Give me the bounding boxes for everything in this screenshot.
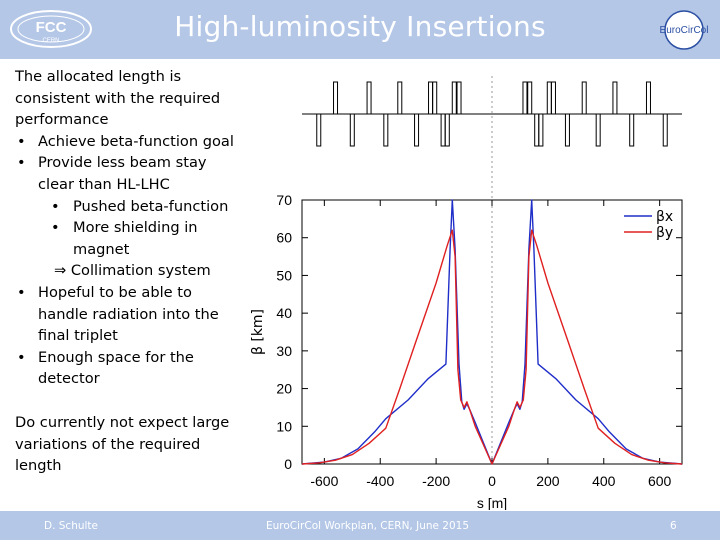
magnet-block xyxy=(414,113,420,147)
y-tick-label: 70 xyxy=(276,192,292,208)
x-tick-label: -600 xyxy=(310,473,338,489)
magnet-block xyxy=(456,81,462,115)
legend-label: βx xyxy=(656,209,673,225)
footer-author: D. Schulte xyxy=(44,520,99,532)
legend-label: βy xyxy=(656,225,673,241)
y-tick-label: 10 xyxy=(276,418,292,434)
x-tick-label: -400 xyxy=(366,473,394,489)
magnet-block xyxy=(612,81,618,115)
magnet-block xyxy=(397,81,403,115)
bullet-text: Provide less beam stay xyxy=(38,154,207,172)
x-tick-label: 200 xyxy=(536,473,560,489)
x-tick-label: 600 xyxy=(648,473,672,489)
fcc-logo: FCC CERN xyxy=(10,10,92,48)
magnet-block xyxy=(564,113,570,147)
bullet-dot-icon: • xyxy=(17,154,26,172)
series-line-beta-y xyxy=(301,229,683,465)
magnet-block xyxy=(444,113,450,147)
bullet-dot-icon: • xyxy=(51,219,60,237)
bullet-text: Hopeful to be able to xyxy=(38,283,192,301)
beta-function-chart: 0 10 20 30 40 50 60 70 -600 -400 -200 0 200 400 600 s [… xyxy=(250,76,683,510)
bullet-item: • Enough space for the xyxy=(15,347,255,369)
sub-bullet-item: • Pushed beta-function xyxy=(15,196,255,218)
magnet-block xyxy=(645,81,651,115)
y-tick-label: 30 xyxy=(276,343,292,359)
y-axis-label: β [km] xyxy=(250,309,266,355)
magnet-block xyxy=(629,113,635,147)
y-tick-label: 50 xyxy=(276,267,292,283)
magnet-block xyxy=(662,113,668,147)
note-line-1: Do currently not expect large xyxy=(15,414,230,431)
magnet-block xyxy=(440,113,446,147)
slide-title: High-luminosity Insertions xyxy=(174,10,546,43)
magnet-block xyxy=(316,113,322,147)
sub-bullet-item: • More shielding in xyxy=(15,217,255,239)
bullet-continuation: handle radiation into the xyxy=(38,305,219,323)
x-axis-label: s [m] xyxy=(477,495,507,510)
magnet-block xyxy=(383,113,389,147)
sub-bullet-text: Pushed beta-function xyxy=(73,197,229,215)
intro-line-2: consistent with the required xyxy=(15,89,221,107)
magnet-block xyxy=(432,81,438,115)
sub-bullet-continuation: magnet xyxy=(73,240,130,258)
note-line-2: variations of the required xyxy=(15,435,201,453)
sub-bullet-text: More shielding in xyxy=(73,219,198,237)
magnet-block xyxy=(538,113,544,147)
bullet-text: Enough space for the xyxy=(38,348,194,366)
bullet-dot-icon: • xyxy=(17,283,26,301)
magnet-block xyxy=(546,81,552,115)
note-line-3: length xyxy=(15,457,62,475)
bullet-item: • Hopeful to be able to xyxy=(15,282,255,304)
bullet-item: • Provide less beam stay xyxy=(15,152,255,174)
magnet-block xyxy=(451,81,457,115)
bullet-list: The allocated length is consistent with … xyxy=(15,66,255,390)
bullet-text: Achieve beta-function goal xyxy=(38,132,234,150)
bullet-continuation: clear than HL-LHC xyxy=(38,175,170,193)
magnet-block xyxy=(581,81,587,115)
magnet-block xyxy=(534,113,540,147)
magnet-block xyxy=(550,81,556,115)
bullet-dot-icon: • xyxy=(17,132,26,150)
magnet-lattice-diagram xyxy=(302,76,682,464)
magnet-block xyxy=(349,113,355,147)
page-number: 6 xyxy=(670,520,677,532)
bullet-item: • Achieve beta-function goal xyxy=(15,131,255,153)
intro-line-1: The allocated length is xyxy=(15,68,182,85)
eurocircol-logo: EuroCirCol xyxy=(660,10,709,50)
magnet-block xyxy=(522,81,528,115)
header-bar xyxy=(0,0,720,59)
implies-line: ⇒ Collimation system xyxy=(54,262,211,280)
x-tick-label: 0 xyxy=(488,473,496,489)
magnet-block xyxy=(527,81,533,115)
bullet-dot-icon: • xyxy=(51,197,60,215)
intro-line-3: performance xyxy=(15,111,109,129)
footer-bar xyxy=(0,511,720,540)
fcc-logo-subtext: CERN xyxy=(42,38,59,44)
bullet-continuation: final triplet xyxy=(38,327,118,345)
bullet-continuation: detector xyxy=(38,370,100,388)
y-tick-label: 40 xyxy=(276,305,292,321)
y-tick-label: 60 xyxy=(276,230,292,246)
footer-event: EuroCirCol Workplan, CERN, June 2015 xyxy=(266,520,470,532)
bullet-dot-icon: • xyxy=(17,348,26,366)
magnet-block xyxy=(333,81,339,115)
y-tick-label: 0 xyxy=(284,456,292,472)
y-tick-label: 20 xyxy=(276,381,292,397)
chart-series xyxy=(301,199,683,465)
magnet-block xyxy=(428,81,434,115)
x-tick-label: -200 xyxy=(422,473,450,489)
magnet-block xyxy=(366,81,372,115)
x-tick-label: 400 xyxy=(592,473,616,489)
eurocircol-logo-text: EuroCirCol xyxy=(660,25,709,36)
fcc-logo-text: FCC xyxy=(36,19,67,36)
note-text: Do currently not expect large variations… xyxy=(15,412,255,477)
magnet-block xyxy=(595,113,601,147)
